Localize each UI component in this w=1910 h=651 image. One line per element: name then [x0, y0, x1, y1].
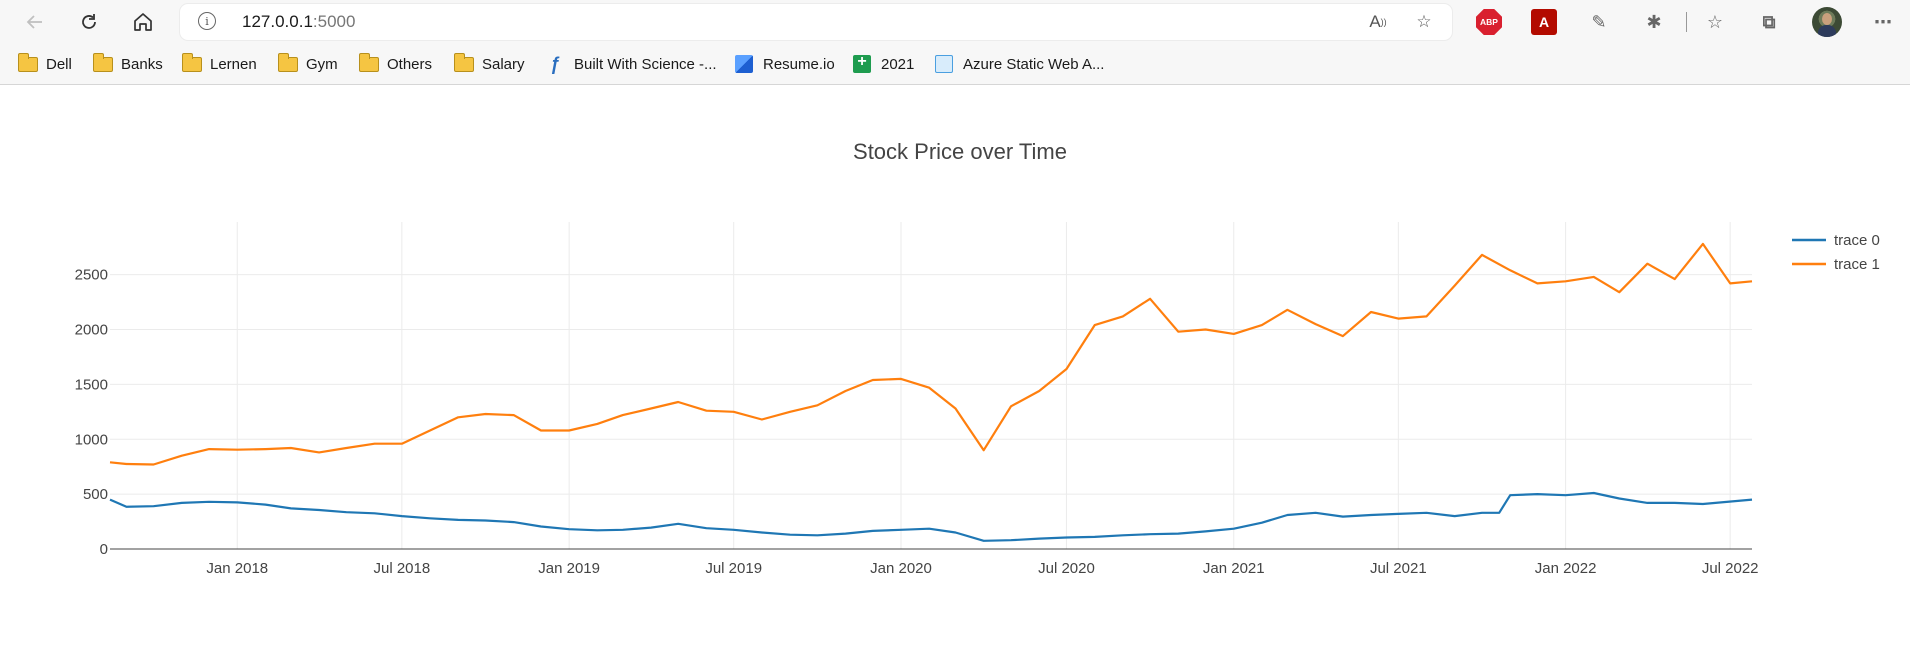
x-tick-label: Jul 2022 — [1702, 560, 1759, 577]
back-arrow-icon[interactable] — [20, 7, 50, 37]
address-bar[interactable]: i 127.0.0.1:5000 A)) ☆ — [180, 4, 1452, 40]
bookmark-dell[interactable]: Dell — [18, 52, 72, 75]
resume-icon — [735, 55, 753, 73]
url-host: 127.0.0.1 — [242, 12, 313, 31]
x-tick-label: Jul 2021 — [1370, 560, 1427, 577]
x-tick-label: Jul 2020 — [1038, 560, 1095, 577]
bookmark-label: Dell — [46, 55, 72, 73]
x-tick-label: Jan 2021 — [1203, 560, 1265, 577]
bookmark-gym[interactable]: Gym — [278, 52, 338, 75]
folder-icon — [182, 52, 202, 72]
bookmark-salary[interactable]: Salary — [454, 52, 525, 75]
feather-extension-icon[interactable]: ✎ — [1591, 11, 1607, 32]
folder-icon — [454, 52, 474, 72]
x-tick-label: Jul 2018 — [373, 560, 430, 577]
more-menu-icon[interactable]: ⋯ — [1874, 11, 1892, 32]
series-line-trace-1 — [109, 242, 1753, 466]
bookmarks-bar: Dell Banks Lernen Gym Others Salary ƒ Bui… — [0, 44, 1910, 85]
bookmark-label: Resume.io — [763, 55, 835, 73]
extensions-puzzle-icon[interactable]: ✱ — [1646, 11, 1662, 32]
bookmark-others[interactable]: Others — [359, 52, 433, 75]
bookmark-label: Salary — [482, 55, 525, 73]
bookmark-2021[interactable]: 2021 — [853, 53, 914, 75]
folder-icon — [359, 52, 379, 72]
folder-icon — [93, 52, 113, 72]
bookmark-lernen[interactable]: Lernen — [182, 52, 257, 75]
folder-icon — [18, 52, 38, 72]
bookmark-label: Gym — [306, 55, 338, 73]
legend-item[interactable]: trace 0 — [1792, 232, 1880, 249]
y-tick-label: 2000 — [75, 322, 108, 339]
url-text[interactable]: 127.0.0.1:5000 — [242, 12, 355, 32]
toolbar-separator — [1686, 12, 1687, 32]
url-port: :5000 — [312, 12, 356, 31]
bookmark-azure-static-web[interactable]: Azure Static Web A... — [935, 53, 1104, 75]
x-tick-label: Jan 2018 — [206, 560, 268, 577]
x-tick-label: Jul 2019 — [705, 560, 762, 577]
bookmark-label: Built With Science -... — [574, 55, 717, 73]
legend[interactable]: trace 0 trace 1 — [1792, 232, 1880, 273]
read-aloud-icon[interactable]: A)) — [1369, 12, 1387, 31]
bookmark-resume-io[interactable]: Resume.io — [735, 53, 835, 75]
sheets-icon — [853, 53, 871, 73]
y-gridlines — [110, 274, 1752, 495]
bookmark-label: 2021 — [881, 55, 915, 73]
legend-label: trace 0 — [1834, 232, 1880, 249]
azure-icon — [935, 55, 953, 73]
browser-toolbar: i 127.0.0.1:5000 A)) ☆ ABP A ✎ ✱ ☆ ⧉ ⋯ — [0, 0, 1910, 44]
folder-icon — [278, 52, 298, 72]
stock-price-chart: Stock Price over Time Jan 2018 Jul 2018 Ja… — [75, 139, 1880, 577]
bookmark-label: Azure Static Web A... — [963, 55, 1105, 73]
favorites-icon[interactable]: ☆ — [1706, 11, 1724, 32]
legend-label: trace 1 — [1834, 256, 1880, 273]
bookmark-label: Others — [387, 55, 433, 73]
legend-item[interactable]: trace 1 — [1792, 256, 1880, 273]
chart-title: Stock Price over Time — [853, 139, 1067, 164]
y-tick-label: 2500 — [75, 267, 108, 284]
y-tick-label: 1500 — [75, 376, 108, 393]
x-tick-label: Jan 2019 — [538, 560, 600, 577]
bookmark-label: Lernen — [210, 55, 257, 73]
y-tick-label: 500 — [83, 486, 108, 503]
y-tick-label: 1000 — [75, 431, 108, 448]
bookmark-label: Banks — [121, 55, 163, 73]
bookmark-banks[interactable]: Banks — [93, 52, 163, 75]
x-tick-label: Jan 2022 — [1535, 560, 1597, 577]
x-axis: Jan 2018 Jul 2018 Jan 2019 Jul 2019 Jan 2020… — [206, 560, 1758, 577]
home-icon[interactable] — [128, 7, 158, 37]
adblock-plus-icon[interactable]: ABP — [1476, 9, 1502, 35]
refresh-icon[interactable] — [74, 7, 104, 37]
x-tick-label: Jan 2020 — [870, 560, 932, 577]
series-line-trace-0 — [109, 491, 1753, 542]
series-layer — [109, 242, 1753, 542]
y-axis: 0 500 1000 1500 2000 2500 — [75, 267, 108, 558]
collections-icon[interactable]: ⧉ — [1762, 11, 1776, 32]
pdf-extension-icon[interactable]: A — [1531, 9, 1557, 35]
bws-icon: ƒ — [549, 54, 560, 74]
profile-avatar[interactable] — [1812, 7, 1842, 37]
info-icon[interactable]: i — [198, 12, 216, 30]
bookmark-built-with-science[interactable]: ƒ Built With Science -... — [546, 53, 717, 75]
y-tick-label: 0 — [100, 541, 108, 558]
add-favorite-icon[interactable]: ☆ — [1416, 12, 1432, 31]
